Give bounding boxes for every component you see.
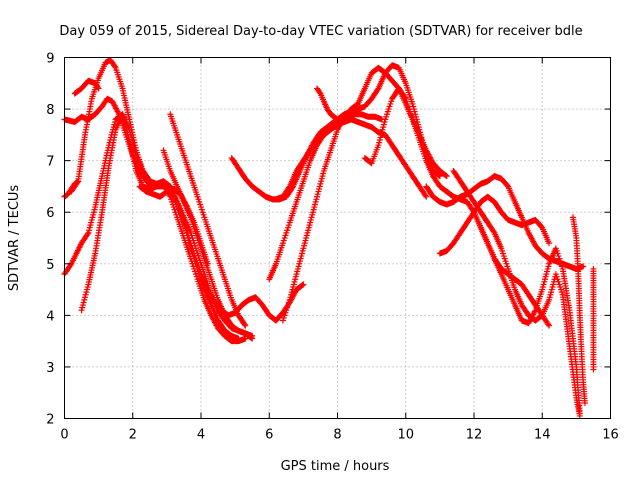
data-series <box>61 95 307 324</box>
data-series <box>361 85 553 329</box>
data-point <box>545 321 552 328</box>
data-point <box>111 63 118 70</box>
grid-layer <box>64 57 611 419</box>
y-tick-label: 9 <box>46 52 54 67</box>
data-point <box>374 86 381 93</box>
data-point <box>242 322 249 329</box>
data-point <box>590 366 597 373</box>
x-axis-label: GPS time / hours <box>281 459 390 474</box>
data-point <box>204 260 211 267</box>
marks-layer <box>61 57 597 419</box>
x-tick-label: 8 <box>333 428 341 443</box>
data-point <box>442 172 449 179</box>
data-point <box>300 281 307 288</box>
data-series <box>436 193 553 257</box>
data-series <box>266 116 430 283</box>
data-point <box>546 240 553 247</box>
data-point <box>235 335 242 342</box>
data-point <box>422 192 429 199</box>
data-point <box>94 84 101 91</box>
data-point <box>242 335 249 342</box>
data-series <box>61 178 82 200</box>
data-series <box>569 214 588 407</box>
data-series <box>167 111 249 329</box>
y-tick-label: 2 <box>46 413 54 428</box>
data-series <box>590 265 597 373</box>
data-series <box>61 111 256 342</box>
data-point <box>581 400 588 407</box>
y-tick-label: 8 <box>46 103 54 118</box>
x-tick-label: 10 <box>397 428 414 443</box>
x-tick-label: 0 <box>60 428 68 443</box>
data-point <box>84 231 91 238</box>
data-point <box>334 116 341 123</box>
data-point <box>249 332 256 339</box>
data-point <box>580 263 587 270</box>
data-point <box>169 192 176 199</box>
data-series <box>71 77 102 97</box>
data-point <box>490 228 497 235</box>
data-point <box>423 193 430 200</box>
data-point <box>67 262 74 269</box>
x-tick-label: 2 <box>129 428 137 443</box>
y-tick-label: 6 <box>46 206 54 221</box>
data-point <box>546 322 553 329</box>
data-point <box>401 94 408 101</box>
x-tick-label: 4 <box>197 428 205 443</box>
data-series <box>423 173 587 272</box>
data-series <box>314 85 341 123</box>
y-tick-label: 5 <box>46 258 54 273</box>
x-tick-label: 16 <box>602 428 619 443</box>
chart-title: Day 059 of 2015, Sidereal Day-to-day VTE… <box>59 24 582 39</box>
data-point <box>75 178 82 185</box>
data-point <box>95 85 102 92</box>
y-tick-label: 7 <box>46 155 54 170</box>
x-tick-label: 6 <box>265 428 273 443</box>
data-series <box>471 209 583 417</box>
x-tick-label: 12 <box>466 428 483 443</box>
data-point <box>316 89 323 96</box>
data-point <box>333 115 340 122</box>
y-axis-label: SDTVAR / TECUs <box>7 185 22 292</box>
x-tick-label: 14 <box>534 428 551 443</box>
data-point <box>241 321 248 328</box>
y-tick-label: 3 <box>46 361 54 376</box>
y-tick-label: 4 <box>46 309 54 324</box>
data-point <box>443 173 450 180</box>
data-point <box>285 184 292 191</box>
data-point <box>436 173 443 180</box>
data-point <box>576 410 583 417</box>
data-series <box>136 183 211 267</box>
data-point <box>436 172 443 179</box>
